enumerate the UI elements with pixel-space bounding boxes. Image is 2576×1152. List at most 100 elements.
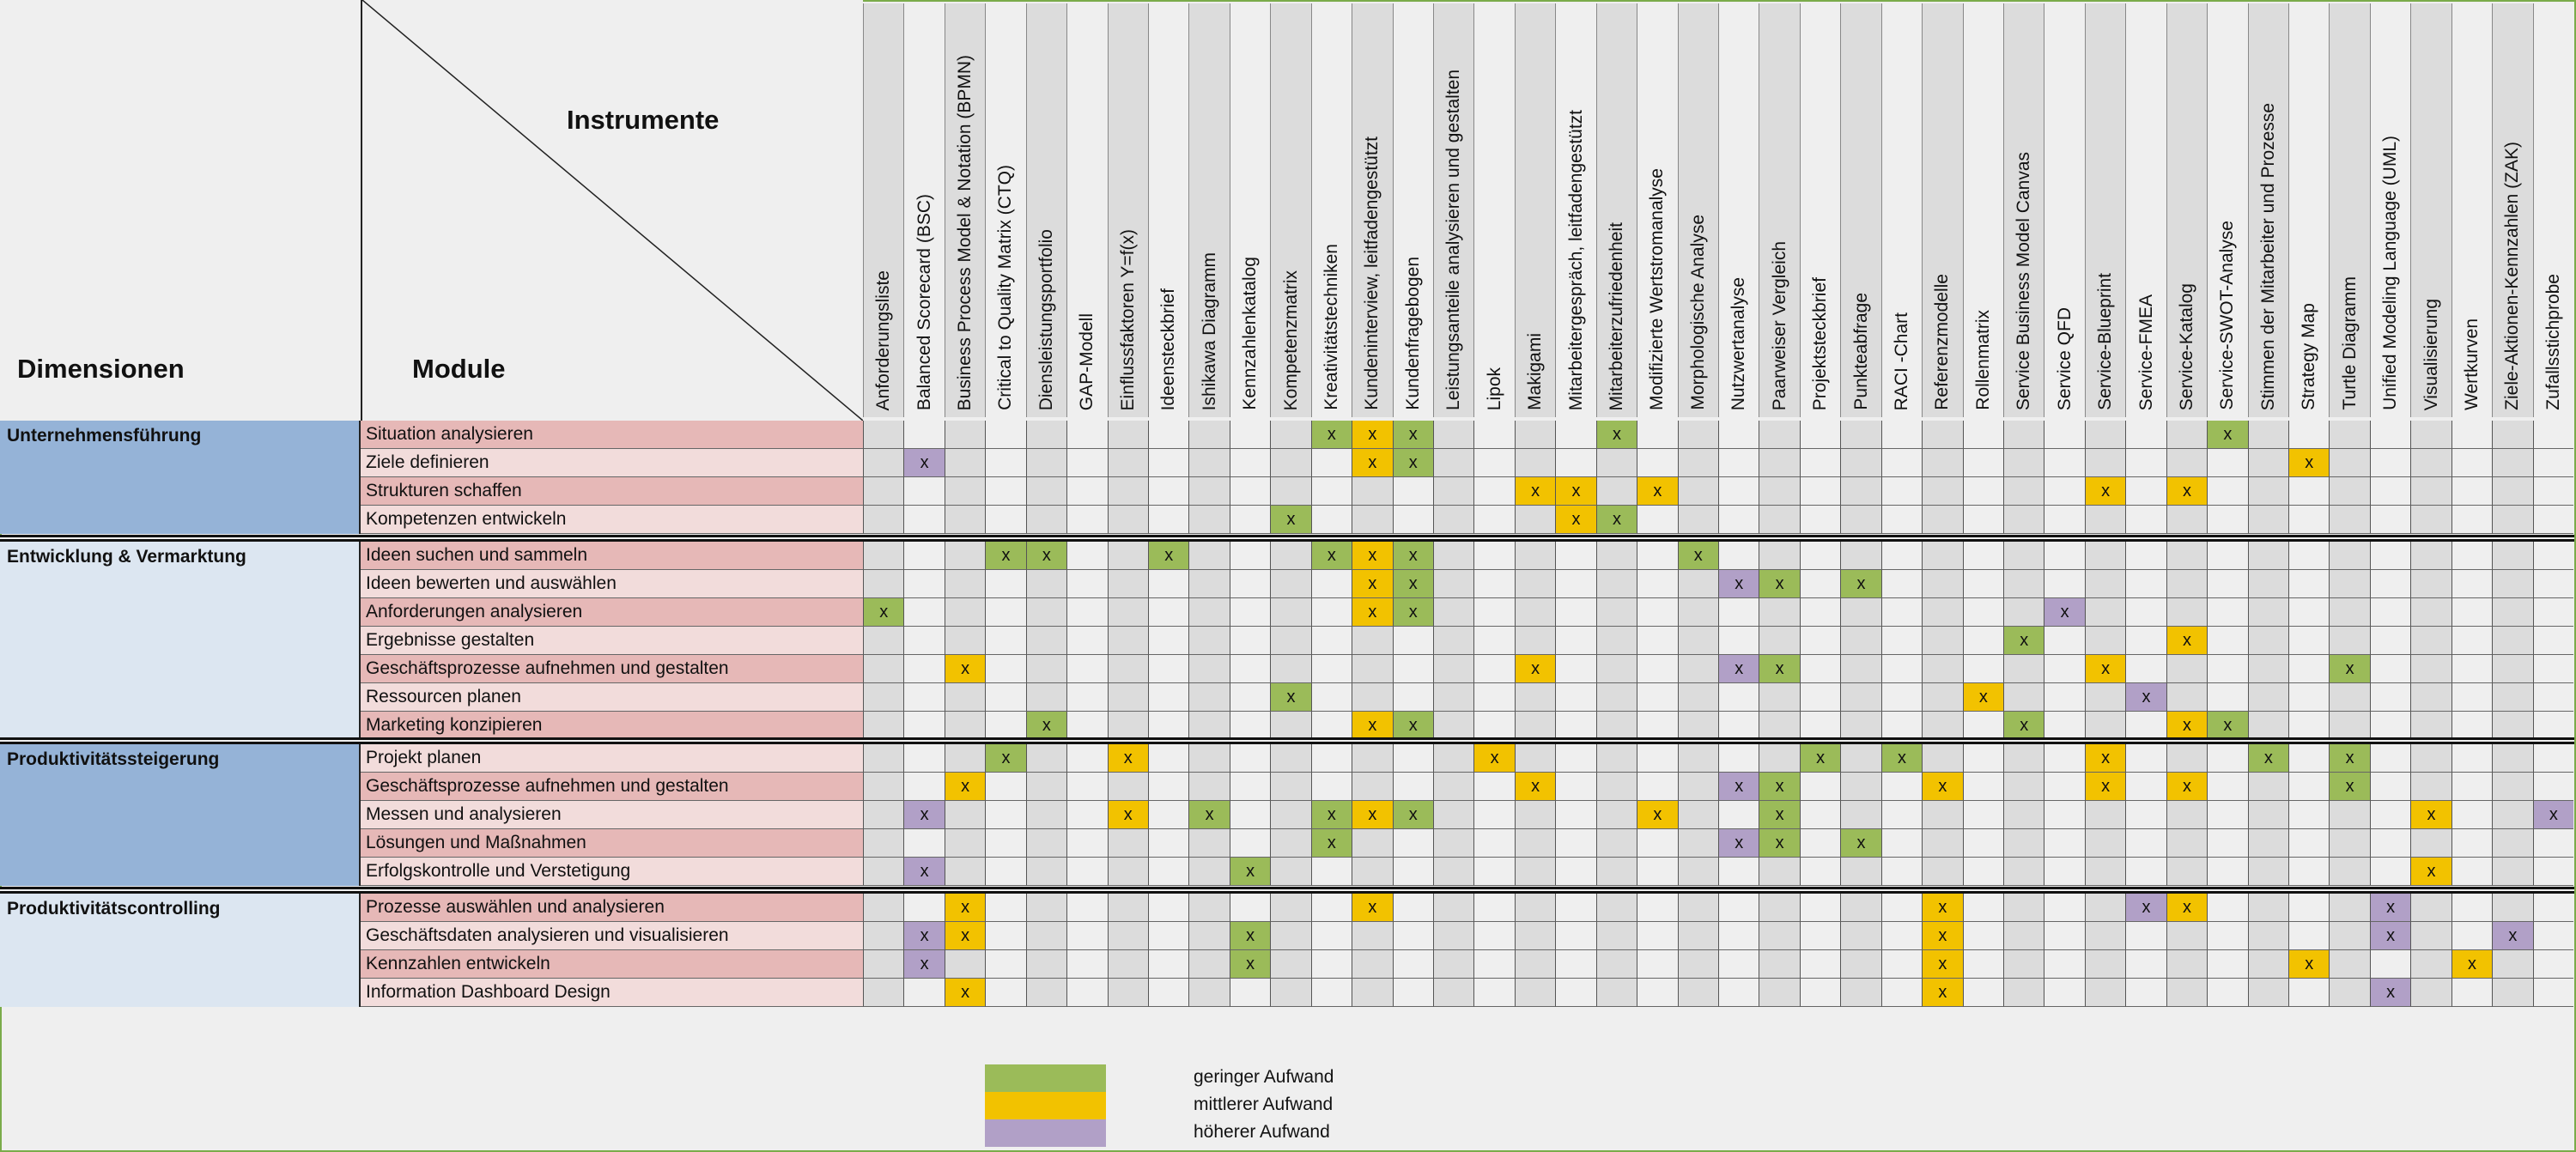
empty-cell [2084,950,2126,979]
empty-cell [1188,922,1230,950]
mark-cell-low: x [1310,542,1352,570]
empty-cell [2084,449,2126,477]
empty-cell [2125,922,2166,950]
empty-cell [2247,894,2289,922]
empty-cell [2532,506,2574,534]
mark-cell-medium: x [2084,655,2126,683]
empty-cell [903,598,945,627]
instrument-label: Referenzmodelle [1932,274,1953,410]
empty-cell [2369,506,2411,534]
mark-cell-medium: x [944,773,986,801]
empty-cell [2451,542,2493,570]
instrument-header: Service-Katalog [2166,3,2208,417]
empty-cell [2125,627,2166,655]
diagonal-line [362,0,863,421]
empty-cell [1107,712,1148,740]
empty-cell [1759,683,1800,712]
empty-cell [2492,627,2533,655]
mark-cell-medium: x [944,922,986,950]
empty-cell [863,801,904,829]
empty-cell [1433,801,1474,829]
empty-cell [1188,894,1230,922]
empty-cell [2329,712,2370,740]
instrument-header: Kompetenzmatrix [1270,3,1311,417]
mark-cell-high: x [2044,598,2085,627]
empty-cell [1677,712,1719,740]
empty-cell [1473,449,1515,477]
empty-cell [1840,598,1881,627]
empty-cell [2247,421,2289,449]
empty-cell [1188,421,1230,449]
mark-cell-medium: x [1514,655,1556,683]
empty-cell [1392,477,1433,506]
empty-cell [1025,773,1067,801]
mark-cell-high: x [1718,655,1759,683]
empty-cell [944,449,986,477]
empty-cell [2125,570,2166,598]
empty-cell [2247,506,2289,534]
empty-cell [1922,829,1963,858]
empty-cell [2044,712,2085,740]
empty-cell [1962,744,2004,773]
empty-cell [1433,627,1474,655]
module-cell: Geschäftsprozesse aufnehmen und gestalte… [361,773,863,801]
empty-cell [2003,744,2044,773]
empty-cell [2084,858,2126,886]
empty-cell [2003,449,2044,477]
empty-cell [1880,801,1923,829]
instrument-label: GAP-Modell [1077,312,1097,410]
empty-cell [2207,570,2248,598]
empty-cell [1188,979,1230,1007]
empty-cell [1799,683,1841,712]
empty-cell [1555,773,1596,801]
empty-cell [1555,801,1596,829]
empty-cell [1310,894,1352,922]
empty-cell [1270,655,1311,683]
empty-cell [1229,712,1271,740]
empty-cell [2003,829,2044,858]
empty-cell [1799,922,1841,950]
mark-cell-medium: x [2166,894,2208,922]
empty-cell [1270,858,1311,886]
empty-cell [2451,570,2493,598]
empty-cell [1880,683,1923,712]
empty-cell [1514,744,1556,773]
empty-cell [2125,598,2166,627]
mark-cell-medium: x [1514,773,1556,801]
header-diagonal-cell: Instrumente Module [362,0,863,421]
empty-cell [2369,858,2411,886]
instrument-header: Service-SWOT-Analyse [2207,3,2248,417]
empty-cell [863,655,904,683]
empty-cell [2125,801,2166,829]
empty-cell [1188,858,1230,886]
empty-cell [2410,773,2451,801]
group-separator [0,535,2574,542]
empty-cell [2125,421,2166,449]
empty-cell [1025,598,1067,627]
empty-cell [1962,598,2004,627]
empty-cell [1473,542,1515,570]
mark-cell-high: x [903,449,945,477]
module-cell: Strukturen schaffen [361,477,863,506]
empty-cell [985,894,1026,922]
empty-cell [1310,570,1352,598]
module-cell: Kennzahlen entwickeln [361,950,863,979]
empty-cell [2166,655,2208,683]
empty-cell [2207,477,2248,506]
empty-cell [2247,801,2289,829]
mark-cell-low: x [1880,744,1923,773]
empty-cell [2492,506,2533,534]
mark-cell-medium: x [1352,712,1393,740]
empty-cell [1718,801,1759,829]
empty-cell [1148,894,1189,922]
empty-cell [2125,950,2166,979]
empty-cell [1962,829,2004,858]
empty-cell [2044,542,2085,570]
instrument-header: Service-FMEA [2125,3,2166,417]
empty-cell [944,712,986,740]
instrument-label: Kreativitätstechniken [1321,244,1341,410]
empty-cell [1880,922,1923,950]
empty-cell [1066,979,1108,1007]
empty-cell [2492,744,2533,773]
empty-cell [1799,627,1841,655]
